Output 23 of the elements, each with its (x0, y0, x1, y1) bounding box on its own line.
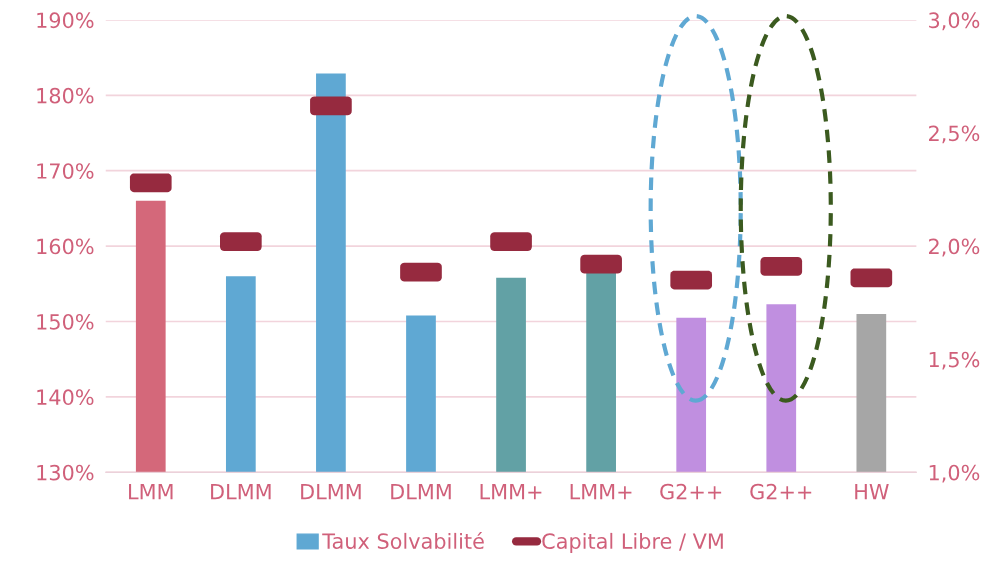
y-tick-label: 190% (37, 12, 94, 29)
x-tick-label: DLMM (301, 484, 361, 500)
y2-tick-label: 1,0% (929, 464, 980, 483)
legend-label: Capital Libre / VM (542, 532, 723, 554)
x-tick-label: DLMM (211, 484, 271, 500)
y-tick-label: 170% (37, 163, 94, 179)
y2-tick-label: 1,5% (929, 351, 980, 370)
x-tick-label: LMM+ (570, 484, 632, 500)
x-tick-label: G2++ (750, 483, 812, 500)
y2-tick-label: 2,5% (929, 125, 980, 144)
y-tick-label: 180% (37, 87, 94, 104)
x-tick-label: HW (855, 484, 889, 500)
y-tick-label: 150% (37, 313, 94, 330)
x-tick-label: LMM+ (480, 484, 542, 500)
x-tick-label: LMM (129, 484, 173, 500)
y2-tick-label: 2,0% (929, 238, 980, 257)
y-tick-label: 140% (37, 389, 94, 406)
legend-label: Taux Solvabilité (322, 532, 484, 549)
x-tick-label: G2++ (660, 483, 722, 500)
y-tick-label: 130% (37, 464, 94, 481)
x-tick-label: DLMM (391, 484, 451, 500)
y-tick-label: 160% (37, 238, 94, 255)
y2-tick-label: 3,0% (929, 12, 980, 31)
